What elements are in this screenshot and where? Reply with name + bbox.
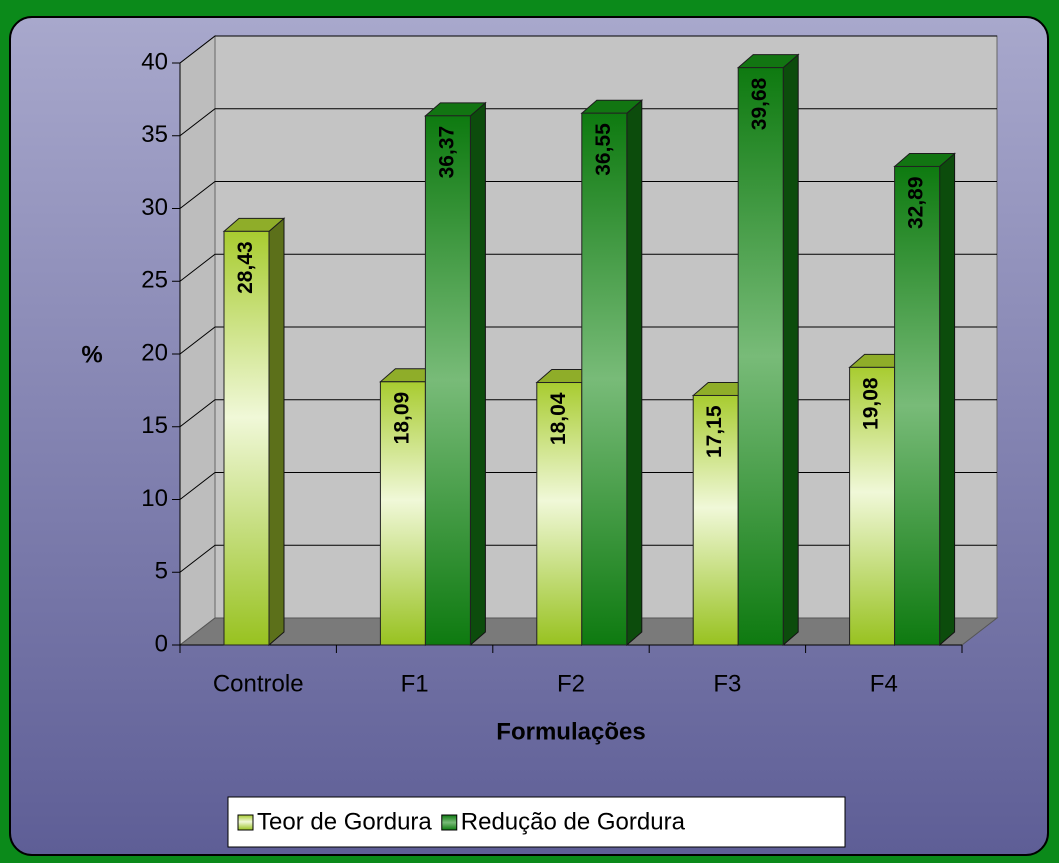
y-tick-label: 0 <box>155 630 168 657</box>
bar <box>536 382 583 646</box>
legend-label: Redução de Gordura <box>461 808 686 835</box>
bar <box>894 165 941 646</box>
y-tick-label: 15 <box>141 412 168 439</box>
bar-side <box>782 53 799 647</box>
grid-line <box>179 108 997 137</box>
data-label: 18,04 <box>547 392 570 445</box>
data-label: 39,68 <box>748 77 771 130</box>
bar <box>223 230 270 646</box>
data-label: 19,08 <box>860 377 883 430</box>
y-tick-label: 20 <box>141 339 168 366</box>
data-label: 32,89 <box>905 176 928 229</box>
x-tick-label: F3 <box>713 670 741 697</box>
bar <box>424 115 471 646</box>
bar <box>849 366 896 646</box>
x-tick-label: F2 <box>557 670 585 697</box>
data-label: 18,09 <box>390 392 413 445</box>
grid-line <box>179 181 997 209</box>
data-label: 28,43 <box>234 241 257 294</box>
y-tick-label: 5 <box>155 558 168 585</box>
y-tick-label: 30 <box>141 194 168 221</box>
bar-side <box>268 217 285 647</box>
grid-line <box>179 253 997 282</box>
data-label: 36,55 <box>592 123 615 176</box>
grid-line <box>179 35 997 64</box>
bar <box>581 112 628 646</box>
data-label: 36,37 <box>435 126 458 179</box>
x-axis-label: Formulações <box>496 718 645 745</box>
legend-label: Teor de Gordura <box>257 808 432 835</box>
bar <box>692 394 739 646</box>
x-tick-label: Controle <box>213 670 304 697</box>
bar-side <box>626 99 643 647</box>
legend-swatch <box>237 814 254 831</box>
y-tick-label: 10 <box>141 485 168 512</box>
legend <box>227 796 846 848</box>
x-tick-label: F4 <box>870 670 898 697</box>
legend-swatch <box>441 814 458 831</box>
x-tick-label: F1 <box>401 670 429 697</box>
bar-side <box>469 101 486 647</box>
bar <box>737 67 784 646</box>
y-axis-label: % <box>81 341 102 368</box>
y-tick-label: 35 <box>141 121 168 148</box>
y-tick-label: 40 <box>141 48 168 75</box>
grid-line <box>179 326 997 355</box>
data-label: 17,15 <box>703 405 726 458</box>
bar <box>379 381 426 646</box>
y-tick-label: 25 <box>141 267 168 294</box>
bar-side <box>939 152 956 647</box>
